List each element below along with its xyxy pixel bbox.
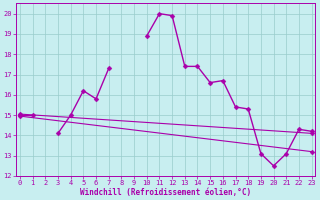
X-axis label: Windchill (Refroidissement éolien,°C): Windchill (Refroidissement éolien,°C) xyxy=(80,188,251,197)
